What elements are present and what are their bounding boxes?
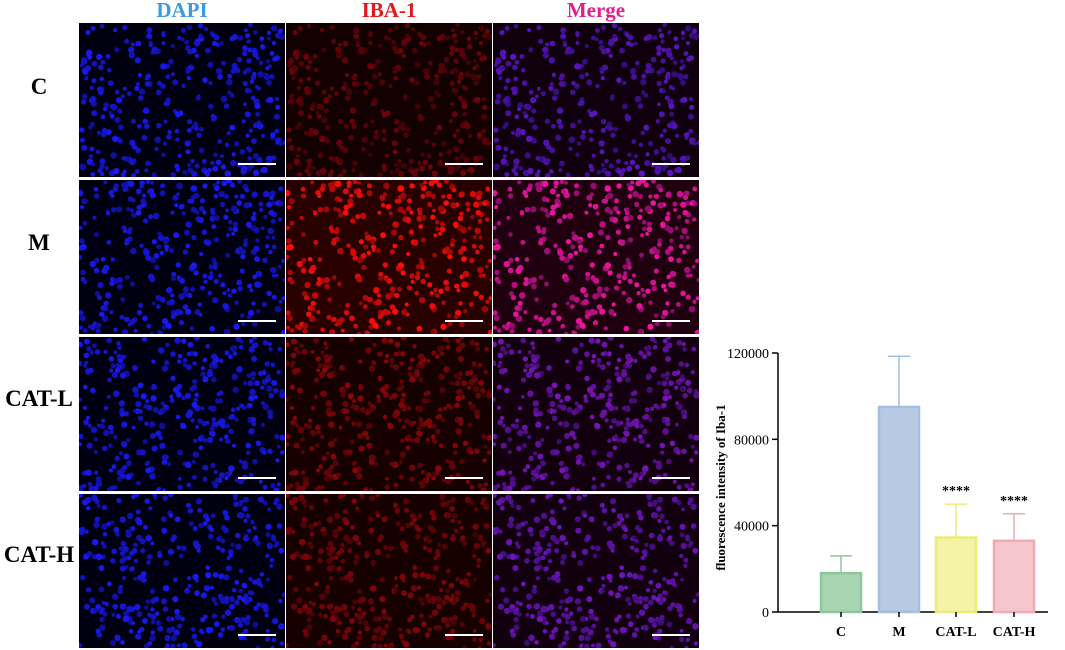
scale-bar xyxy=(445,634,483,636)
micrograph-c-merge xyxy=(493,23,699,177)
y-tick-label: 40000 xyxy=(734,520,769,535)
micrograph-catl-iba1 xyxy=(286,337,492,491)
micrograph-cath-dapi xyxy=(79,494,285,648)
row-label-cath: CAT-H xyxy=(3,542,75,567)
x-tick-label: C xyxy=(836,625,846,640)
scale-bar xyxy=(652,163,690,165)
micrograph-m-iba1 xyxy=(286,180,492,334)
micrograph-m-dapi xyxy=(79,180,285,334)
scale-bar xyxy=(445,163,483,165)
micrograph-m-merge xyxy=(493,180,699,334)
micrograph-catl-merge xyxy=(493,337,699,491)
y-tick-label: 120000 xyxy=(727,347,769,362)
column-header-dapi: DAPI xyxy=(156,0,208,22)
micrograph-c-dapi xyxy=(79,23,285,177)
x-tick-label: M xyxy=(892,625,905,640)
scale-bar xyxy=(238,634,276,636)
row-label-m: M xyxy=(28,230,50,255)
bar-m xyxy=(877,405,921,614)
scale-bar xyxy=(238,320,276,322)
bar-cat-h xyxy=(992,539,1036,614)
y-tick-label: 80000 xyxy=(734,433,769,448)
bar-c xyxy=(819,571,863,614)
significance-marker: **** xyxy=(942,484,970,499)
bar-chart: 0 40000 80000 120000 fluorescence intensity … xyxy=(713,347,1048,640)
scale-bar xyxy=(445,320,483,322)
bar-cat-l xyxy=(934,536,978,614)
micrograph-cath-iba1 xyxy=(286,494,492,648)
micrograph-c-iba1 xyxy=(286,23,492,177)
scale-bar xyxy=(652,477,690,479)
significance-marker: **** xyxy=(1000,494,1028,509)
row-label-c: C xyxy=(30,74,48,99)
column-header-merge: Merge xyxy=(566,0,626,22)
y-tick-label: 0 xyxy=(762,606,769,621)
scale-bar xyxy=(238,163,276,165)
y-axis-label: fluorescence intensity of Iba-1 xyxy=(713,404,728,570)
column-header-iba1: IBA-1 xyxy=(361,0,417,22)
scale-bar xyxy=(652,634,690,636)
row-label-catl: CAT-L xyxy=(5,386,73,411)
scale-bar xyxy=(445,477,483,479)
x-tick-label: CAT-L xyxy=(935,625,976,640)
scale-bar xyxy=(238,477,276,479)
micrograph-catl-dapi xyxy=(79,337,285,491)
scale-bar xyxy=(652,320,690,322)
micrograph-cath-merge xyxy=(493,494,699,648)
x-tick-label: CAT-H xyxy=(993,625,1036,640)
